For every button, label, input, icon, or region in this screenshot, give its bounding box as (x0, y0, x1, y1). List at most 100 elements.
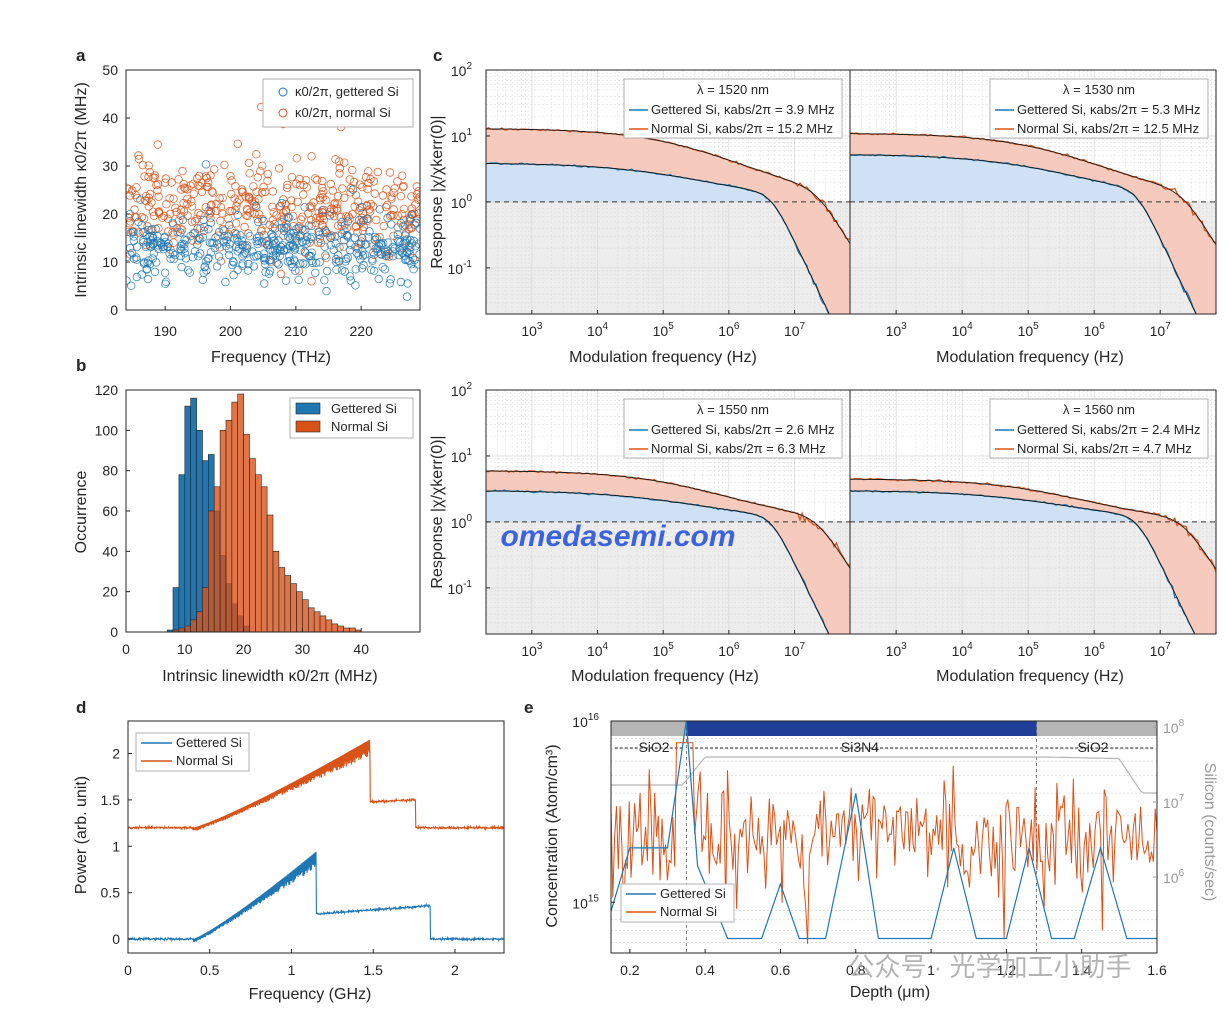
scatter-point (245, 231, 254, 241)
scatter-point (411, 200, 420, 209)
scatter-point (311, 268, 320, 278)
histogram-bar (225, 419, 233, 632)
y-tick-label: 0 (110, 624, 118, 640)
y-tick-label: 0 (110, 302, 118, 318)
scatter-point (209, 238, 218, 248)
scatter-point (346, 188, 355, 197)
x-tick-label: 106 (1084, 641, 1106, 659)
scatter-point (126, 219, 134, 228)
y-tick-label: 102 (451, 61, 473, 79)
scatter-point (129, 236, 139, 246)
scatter-point (255, 231, 264, 241)
scatter-point (348, 185, 358, 194)
panel-b-histogram: 0 10 20 30 40 0 20 40 60 80 100 120 Intrinsic linew… (73, 382, 421, 685)
scatter-point (143, 237, 152, 246)
scatter-point (293, 197, 302, 207)
panel-letter-e: e (524, 698, 533, 717)
scatter-point (404, 241, 414, 250)
scatter-point (370, 189, 379, 198)
scatter-point (396, 277, 406, 287)
scatter-point (269, 240, 278, 249)
scatter-point (328, 186, 337, 195)
scatter-point (126, 183, 131, 193)
legend-normal-label: Normal Si, κabs/2π = 12.5 MHz (1017, 121, 1199, 136)
scatter-point (414, 187, 420, 196)
scatter-point (258, 161, 267, 170)
x-tick-label: 0.5 (200, 962, 220, 978)
gettered-fill (850, 490, 1216, 522)
scatter-point (187, 202, 197, 211)
normal-si-fit (486, 470, 850, 569)
watermark-text: omedasemi.com (500, 520, 735, 553)
scatter-point (126, 252, 132, 261)
histogram-bar (178, 627, 186, 632)
scatter-point (259, 253, 269, 263)
legend-gettered-label: Gettered Si, κabs/2π = 3.9 MHz (651, 102, 834, 117)
scatter-point (142, 231, 151, 240)
y-tick-label: 0 (112, 931, 120, 947)
scatter-point (278, 241, 287, 250)
scatter-point (357, 202, 367, 212)
scatter-point (186, 231, 195, 241)
scatter-point (294, 275, 303, 284)
legend-b-normal: Normal Si (331, 419, 388, 434)
scatter-point (401, 220, 410, 230)
scatter-point (355, 215, 364, 225)
scatter-point (315, 234, 325, 243)
scatter-point (154, 241, 163, 250)
histogram-bar (231, 401, 239, 632)
scatter-point (192, 214, 201, 223)
scatter-point (401, 231, 410, 240)
panel-e-y2label: Silicon (counts/sec) (1201, 763, 1218, 902)
scatter-point (171, 203, 180, 213)
scatter-point (126, 227, 132, 236)
histogram-bar (319, 615, 327, 632)
scatter-point (148, 254, 157, 263)
scatter-point (399, 181, 408, 191)
layer-bar-si3n4 (686, 721, 1037, 736)
scatter-point (307, 215, 316, 225)
scatter-point (253, 214, 262, 223)
panel-a-xlabel: Frequency (THz) (211, 349, 331, 366)
legend-swatch-normal (295, 420, 321, 433)
scatter-point (152, 180, 161, 190)
scatter-point (345, 245, 355, 255)
y-tick-label: 1 (112, 838, 120, 854)
scatter-point (161, 174, 171, 183)
normal-fill (486, 128, 850, 314)
scatter-point (287, 172, 297, 182)
scatter-point (368, 256, 377, 265)
scatter-point (353, 228, 362, 237)
scatter-point (323, 28, 331, 36)
y-tick-label: 10 (102, 254, 118, 270)
scatter-point (265, 266, 275, 276)
layer-bar-sio2-left (611, 721, 687, 736)
scatter-point (301, 175, 311, 185)
scatter-point (320, 242, 329, 251)
gettered-si-fit (850, 154, 1197, 314)
y-tick-label: 102 (451, 381, 473, 399)
scatter-point (296, 245, 305, 255)
scatter-point (167, 178, 176, 187)
normal-si-concentration (611, 742, 1157, 944)
scatter-point (221, 241, 231, 251)
scatter-point (348, 210, 357, 219)
x-tick-label: 0.2 (620, 962, 640, 978)
scatter-point (288, 242, 297, 251)
scatter-point (307, 256, 316, 266)
scatter-point (138, 160, 147, 170)
scatter-point (244, 259, 253, 269)
scatter-point (337, 217, 346, 227)
panel-d-xlabel: Frequency (GHz) (249, 986, 372, 1003)
histogram-bar (349, 627, 356, 632)
scatter-point (176, 211, 185, 220)
histogram-bar (190, 619, 197, 632)
x-tick-label: 1 (288, 962, 296, 978)
scatter-point (161, 279, 170, 288)
histogram-bar (202, 587, 209, 632)
legend-wavelength: λ = 1550 nm (697, 402, 769, 417)
scatter-point (231, 206, 240, 215)
histogram-bar (184, 405, 192, 632)
scatter-point (343, 232, 352, 241)
legend-gettered-label: Gettered Si, κabs/2π = 2.6 MHz (651, 422, 834, 437)
